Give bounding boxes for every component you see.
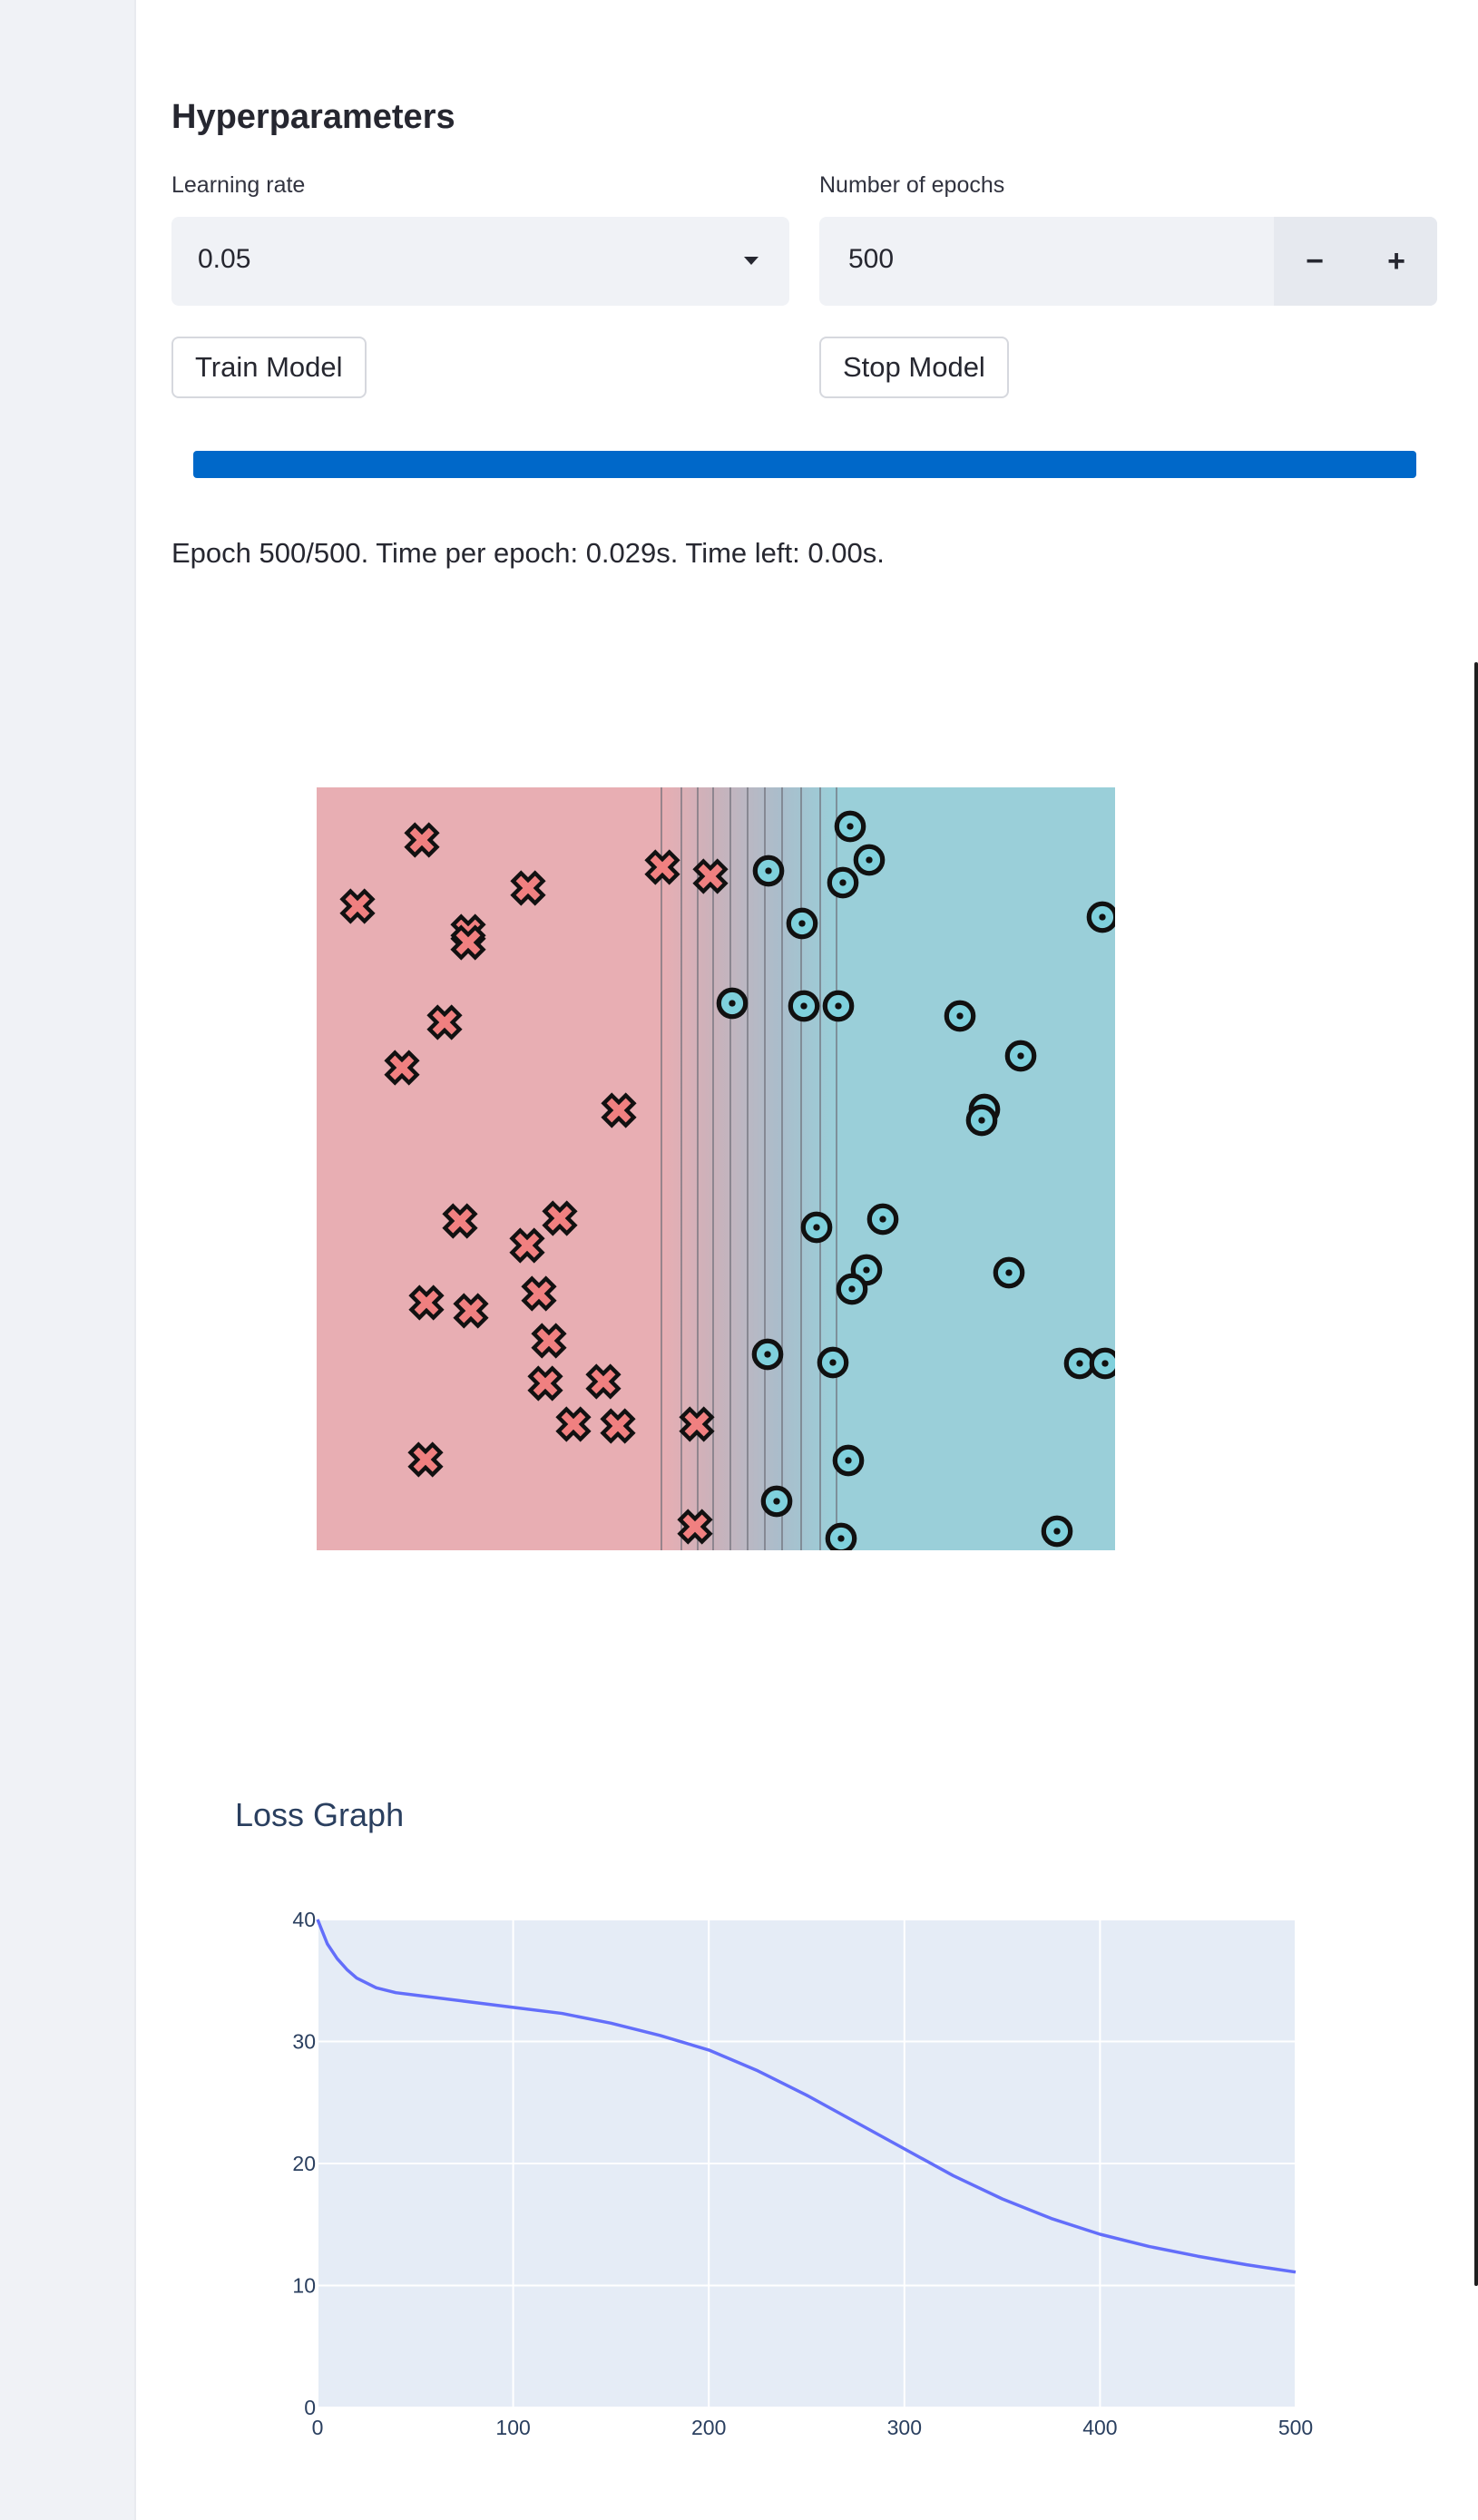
train-model-button[interactable]: Train Model	[171, 337, 367, 398]
cross-marker	[513, 1231, 543, 1261]
cross-marker	[604, 1096, 634, 1126]
cross-marker	[682, 1410, 712, 1440]
cross-marker	[456, 1296, 486, 1326]
x-tick-label: 500	[1278, 2416, 1313, 2439]
circle-marker	[1007, 1042, 1033, 1069]
sidebar-divider	[134, 0, 136, 2520]
loss-chart-title: Loss Graph	[235, 1796, 405, 1833]
circle-marker	[763, 1488, 789, 1514]
circle-marker	[827, 1525, 854, 1550]
circle-marker	[754, 1341, 780, 1367]
decision-boundary-plot	[317, 787, 1115, 1550]
y-tick-label: 30	[292, 2030, 316, 2054]
cross-marker	[680, 1512, 710, 1542]
circle-marker	[829, 869, 856, 895]
circle-marker	[1091, 1350, 1115, 1376]
epochs-value[interactable]: 500	[848, 244, 895, 274]
circle-marker	[838, 1275, 865, 1302]
x-tick-label: 200	[691, 2416, 726, 2439]
circle-marker	[719, 990, 745, 1016]
epochs-label: Number of epochs	[819, 172, 1005, 198]
sidebar	[0, 0, 134, 2520]
cross-marker	[545, 1204, 575, 1234]
scrollbar-thumb[interactable]	[1474, 662, 1478, 2286]
cross-marker	[430, 1008, 460, 1038]
circle-marker	[837, 813, 863, 839]
y-tick-label: 10	[292, 2274, 316, 2298]
learning-rate-select[interactable]: 0.05	[171, 217, 789, 306]
epochs-increment-button[interactable]: +	[1356, 217, 1437, 306]
cross-marker	[343, 892, 373, 922]
circle-marker	[803, 1214, 829, 1240]
cross-marker	[531, 1369, 561, 1399]
cross-marker	[534, 1326, 564, 1356]
circle-marker	[825, 992, 851, 1019]
loss-line	[316, 1919, 1297, 2274]
cross-marker	[454, 928, 484, 958]
loss-chart: 0 100 200 300 400 500 0 10 20 30 40	[292, 1908, 1313, 2439]
status-text: Epoch 500/500. Time per epoch: 0.029s. T…	[171, 537, 885, 569]
x-tick-label: 400	[1082, 2416, 1117, 2439]
cross-marker	[559, 1410, 589, 1440]
cross-marker	[696, 862, 726, 892]
y-tick-label: 0	[304, 2396, 316, 2419]
cross-marker	[412, 1288, 442, 1318]
circle-marker	[995, 1259, 1022, 1285]
contour-lines	[661, 787, 837, 1550]
cross-marker	[411, 1445, 441, 1475]
circle-marker	[819, 1349, 846, 1375]
cross-marker	[514, 874, 543, 903]
y-tick-label: 20	[292, 2152, 316, 2175]
learning-rate-label: Learning rate	[171, 172, 306, 198]
circle-marker	[1089, 903, 1115, 930]
circle-marker	[790, 992, 817, 1019]
cross-marker	[407, 825, 437, 855]
stop-model-button[interactable]: Stop Model	[819, 337, 1009, 398]
circle-marker	[1066, 1350, 1092, 1376]
section-title: Hyperparameters	[171, 98, 455, 136]
cross-marker	[445, 1206, 475, 1236]
plot-background	[317, 787, 1115, 1550]
cross-marker	[648, 853, 678, 883]
cross-marker	[387, 1053, 417, 1083]
y-tick-label: 40	[292, 1908, 316, 1931]
circle-marker	[788, 910, 815, 936]
cross-marker	[589, 1367, 619, 1397]
x-tick-label: 0	[312, 2416, 324, 2439]
circle-marker	[856, 846, 882, 873]
circle-marker	[869, 1206, 896, 1232]
epochs-number-input[interactable]: 500 − +	[819, 217, 1437, 306]
circle-marker	[968, 1107, 994, 1133]
scrollbar[interactable]	[1474, 0, 1478, 2520]
caret-down-icon	[744, 257, 759, 265]
epochs-decrement-button[interactable]: −	[1274, 217, 1356, 306]
circle-marker	[946, 1002, 973, 1029]
x-tick-label: 300	[887, 2416, 922, 2439]
circle-marker	[1043, 1518, 1070, 1544]
cross-marker	[603, 1411, 633, 1441]
x-tick-label: 100	[495, 2416, 530, 2439]
learning-rate-value: 0.05	[198, 244, 251, 274]
training-progress-bar	[193, 451, 1416, 478]
circle-marker	[755, 857, 781, 884]
cross-marker	[524, 1279, 554, 1309]
circle-marker	[835, 1447, 861, 1473]
